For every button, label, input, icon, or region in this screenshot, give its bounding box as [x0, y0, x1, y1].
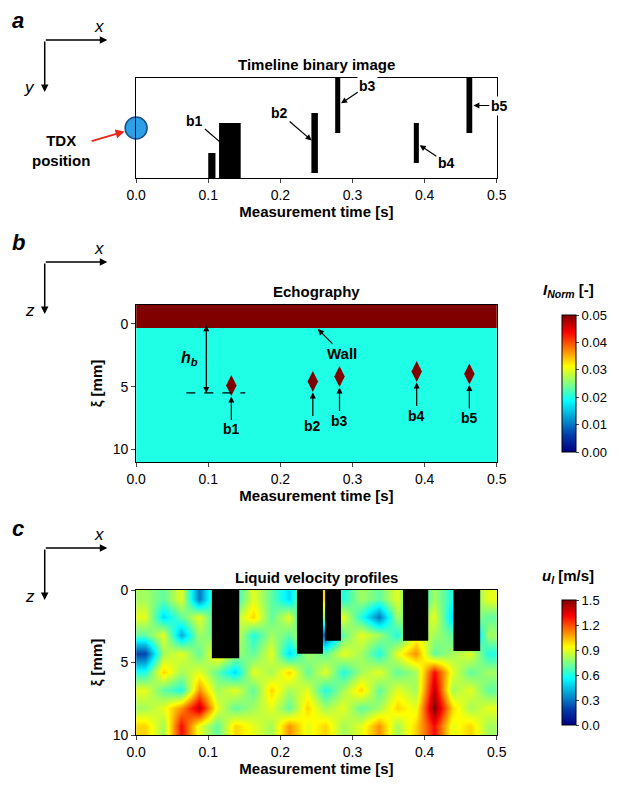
svg-text:0.01: 0.01 [582, 417, 607, 432]
svg-text:b: b [12, 230, 25, 255]
svg-text:0.00: 0.00 [582, 445, 607, 460]
svg-text:0.3: 0.3 [343, 471, 363, 487]
svg-text:0.05: 0.05 [582, 308, 607, 323]
svg-text:c: c [12, 516, 24, 541]
svg-text:x: x [94, 239, 104, 258]
svg-text:x: x [94, 17, 104, 36]
svg-text:0.5: 0.5 [487, 471, 507, 487]
svg-text:b5: b5 [461, 410, 478, 426]
svg-text:0.4: 0.4 [415, 187, 435, 203]
svg-text:Measurement time [s]: Measurement time [s] [239, 760, 393, 777]
svg-text:Timeline binary image: Timeline binary image [238, 56, 395, 73]
svg-text:x: x [94, 525, 104, 544]
svg-text:0.3: 0.3 [343, 187, 363, 203]
svg-text:0: 0 [121, 316, 129, 332]
svg-text:5: 5 [121, 654, 129, 670]
svg-text:0.4: 0.4 [415, 471, 435, 487]
svg-text:b3: b3 [331, 413, 348, 429]
svg-text:0: 0 [121, 582, 129, 598]
svg-text:0.0: 0.0 [126, 471, 146, 487]
svg-text:10: 10 [113, 441, 129, 457]
svg-text:z: z [25, 301, 35, 320]
svg-text:TDXposition: TDXposition [32, 132, 90, 169]
svg-text:0.3: 0.3 [582, 693, 600, 708]
svg-text:5: 5 [121, 379, 129, 395]
svg-text:0.0: 0.0 [126, 187, 146, 203]
svg-text:ξ [mm]: ξ [mm] [88, 360, 105, 408]
svg-text:0.2: 0.2 [271, 471, 291, 487]
svg-text:0.5: 0.5 [487, 744, 507, 760]
svg-text:0.6: 0.6 [582, 668, 600, 683]
svg-text:u​l​ [m/s]: u​l​ [m/s] [542, 567, 594, 586]
svg-text:0.04: 0.04 [582, 335, 607, 350]
svg-text:0.9: 0.9 [582, 643, 600, 658]
svg-text:ξ [mm]: ξ [mm] [88, 639, 105, 687]
svg-text:0.1: 0.1 [199, 187, 219, 203]
svg-text:b4: b4 [438, 155, 455, 171]
svg-text:z: z [25, 587, 35, 606]
svg-text:0.1: 0.1 [199, 471, 219, 487]
svg-text:0.2: 0.2 [271, 187, 291, 203]
svg-text:0.4: 0.4 [415, 744, 435, 760]
svg-text:Measurement time [s]: Measurement time [s] [239, 203, 393, 220]
svg-text:Wall: Wall [327, 345, 357, 362]
svg-text:b1: b1 [186, 113, 203, 129]
svg-text:I​Norm​ [-]: I​Norm​ [-] [543, 281, 594, 300]
svg-text:0.0: 0.0 [582, 718, 600, 733]
svg-text:0.2: 0.2 [271, 744, 291, 760]
svg-text:1.2: 1.2 [582, 618, 600, 633]
svg-text:0.03: 0.03 [582, 362, 607, 377]
svg-text:0.02: 0.02 [582, 390, 607, 405]
svg-text:h​b​: h​b​ [181, 349, 198, 368]
svg-text:0.5: 0.5 [487, 187, 507, 203]
svg-text:10: 10 [113, 727, 129, 743]
svg-text:0.3: 0.3 [343, 744, 363, 760]
svg-text:Echography: Echography [273, 283, 360, 300]
svg-text:0.1: 0.1 [199, 744, 219, 760]
svg-text:b3: b3 [359, 78, 376, 94]
svg-text:1.5: 1.5 [582, 593, 600, 608]
svg-text:y: y [24, 78, 35, 97]
svg-text:b2: b2 [271, 105, 288, 121]
svg-text:Liquid velocity profiles: Liquid velocity profiles [235, 569, 398, 586]
svg-text:b2: b2 [304, 418, 321, 434]
svg-text:Measurement time [s]: Measurement time [s] [239, 487, 393, 504]
svg-text:b4: b4 [408, 408, 425, 424]
svg-text:b5: b5 [491, 98, 508, 114]
svg-text:0.0: 0.0 [126, 744, 146, 760]
svg-text:a: a [12, 8, 24, 33]
svg-text:b1: b1 [223, 421, 240, 437]
